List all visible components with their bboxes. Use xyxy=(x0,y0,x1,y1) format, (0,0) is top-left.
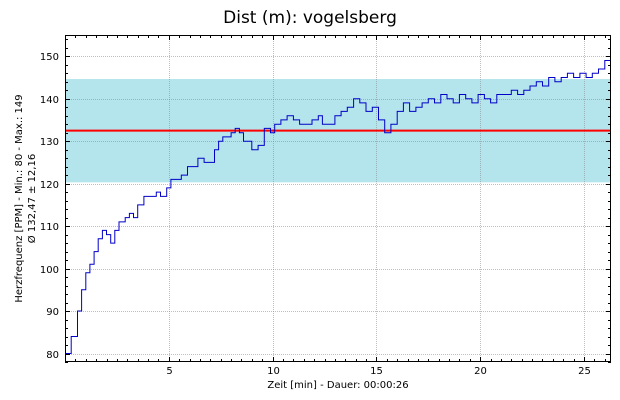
y-axis-stats-label: Ø 132,47 ± 12,16 xyxy=(26,154,38,243)
x-tick-label: 25 xyxy=(578,366,591,377)
heart-rate-series-line xyxy=(65,60,611,354)
chart-title: Dist (m): vogelsberg xyxy=(223,8,397,28)
plot-frame xyxy=(65,35,611,362)
grid-layer xyxy=(65,35,611,362)
y-tick-label: 80 xyxy=(46,350,59,361)
x-axis-label: Zeit [min] - Dauer: 00:00:26 xyxy=(267,380,408,391)
y-tick-label: 110 xyxy=(40,222,59,233)
x-tick-label: 20 xyxy=(474,366,487,377)
x-tick-label: 15 xyxy=(370,366,383,377)
y-tick-label: 140 xyxy=(40,95,59,106)
x-tick-label: 5 xyxy=(166,366,172,377)
y-axis-label: Herzfrequenz [PPM] - Min.: 80 - Max.: 14… xyxy=(14,94,25,302)
y-tick-label: 150 xyxy=(40,52,59,63)
y-tick-label: 130 xyxy=(40,137,59,148)
y-tick-label: 120 xyxy=(40,180,59,191)
tick-layer: 80 90 100 110 120 130 140 150 5 10 15 20 25 xyxy=(40,35,611,377)
y-tick-label: 100 xyxy=(40,265,59,276)
y-tick-label: 90 xyxy=(46,307,59,318)
x-tick-label: 10 xyxy=(267,366,280,377)
